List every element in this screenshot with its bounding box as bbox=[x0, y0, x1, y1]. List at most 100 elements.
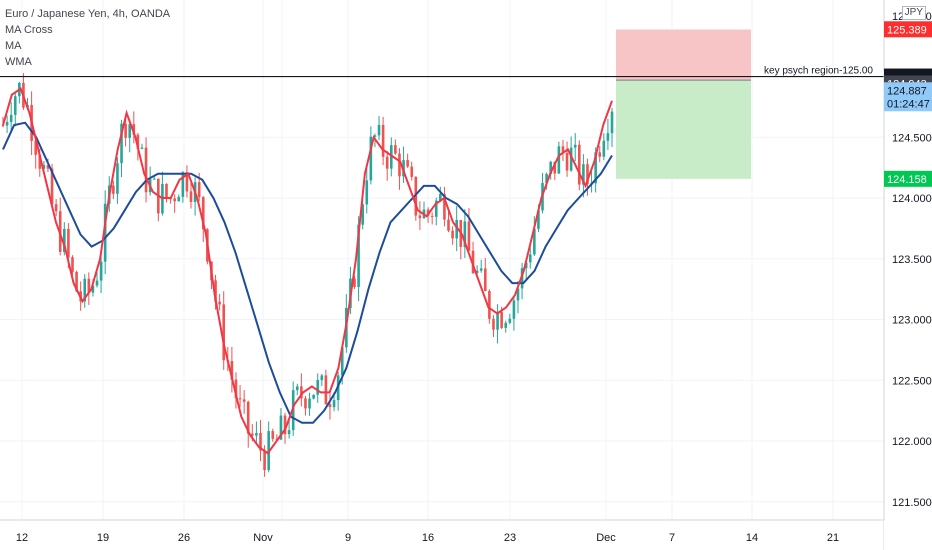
candle-body bbox=[189, 191, 193, 202]
price-label-box[interactable] bbox=[884, 21, 932, 38]
candle-body bbox=[34, 140, 37, 155]
candle-body bbox=[463, 221, 467, 248]
candle-body bbox=[385, 156, 389, 169]
candle-body bbox=[545, 173, 548, 184]
candle-body bbox=[116, 163, 119, 194]
candle-body bbox=[124, 123, 127, 138]
candle-body bbox=[537, 210, 540, 229]
take-profit-zone[interactable] bbox=[616, 80, 751, 179]
candle-body bbox=[197, 182, 201, 198]
candle-body bbox=[582, 164, 585, 185]
x-tick-label: 12 bbox=[16, 532, 28, 544]
candle-body bbox=[1, 125, 5, 127]
candle-body bbox=[557, 146, 561, 174]
indicator-ma-cross[interactable]: MA Cross bbox=[5, 24, 53, 36]
x-tick-label: Nov bbox=[253, 532, 273, 544]
candle-body bbox=[67, 228, 70, 258]
candle-body bbox=[553, 161, 557, 174]
candle-body bbox=[136, 134, 140, 149]
y-tick-label: 122.000 bbox=[892, 436, 932, 448]
y-tick-label: 122.500 bbox=[892, 375, 932, 387]
candle-body bbox=[5, 121, 9, 126]
candle-body bbox=[340, 347, 344, 376]
candle-body bbox=[565, 152, 569, 171]
candle-body bbox=[573, 144, 577, 148]
price-label-box[interactable] bbox=[884, 82, 932, 99]
x-tick-label: 14 bbox=[746, 532, 758, 544]
candle-body bbox=[9, 114, 13, 122]
candle-body bbox=[328, 404, 332, 408]
candle-body bbox=[152, 178, 156, 180]
candle-body bbox=[234, 379, 238, 399]
candle-body bbox=[324, 375, 328, 405]
candle-body bbox=[201, 197, 205, 230]
candle-body bbox=[238, 398, 242, 400]
candle-body bbox=[99, 261, 103, 281]
symbol-title[interactable]: Euro / Japanese Yen, 4h, OANDA bbox=[5, 8, 171, 20]
x-tick-label: 23 bbox=[504, 532, 516, 544]
candle-body bbox=[373, 135, 377, 137]
candle-body bbox=[569, 147, 573, 171]
candle-body bbox=[434, 200, 438, 217]
candle-body bbox=[46, 165, 50, 169]
x-tick-label: 16 bbox=[422, 532, 434, 544]
candle-body bbox=[394, 145, 397, 154]
candle-body bbox=[439, 193, 442, 201]
x-tick-label: Dec bbox=[596, 532, 616, 544]
candle-body bbox=[87, 278, 91, 293]
candle-body bbox=[447, 219, 450, 231]
candle-body bbox=[353, 278, 356, 287]
candle-body bbox=[524, 262, 528, 269]
candle-body bbox=[520, 268, 524, 289]
candle-body bbox=[389, 145, 393, 169]
candle-body bbox=[533, 228, 536, 255]
candle-body bbox=[549, 161, 552, 174]
candle-body bbox=[528, 254, 532, 263]
candle-body bbox=[578, 144, 581, 185]
candle-body bbox=[13, 96, 17, 115]
candle-body bbox=[312, 394, 315, 399]
price-label-box[interactable] bbox=[884, 95, 932, 112]
candle-body bbox=[512, 300, 516, 319]
indicator-wma[interactable]: WMA bbox=[5, 56, 32, 68]
candle-body bbox=[177, 196, 181, 202]
candle-body bbox=[414, 176, 418, 216]
candle-body bbox=[488, 291, 491, 319]
indicator-ma[interactable]: MA bbox=[5, 40, 22, 52]
candle-body bbox=[610, 111, 614, 134]
candle-body bbox=[443, 193, 446, 220]
y-tick-label: 124.500 bbox=[892, 132, 932, 144]
candle-body bbox=[71, 257, 74, 272]
chart-legend: Euro / Japanese Yen, 4h, OANDA MA Cross … bbox=[5, 6, 170, 70]
candle-body bbox=[279, 415, 283, 440]
price-label-box[interactable] bbox=[884, 170, 932, 187]
candle-body bbox=[283, 415, 287, 435]
candle-body bbox=[365, 180, 369, 205]
price-label: 124.158 bbox=[887, 174, 927, 186]
candle-body bbox=[50, 168, 54, 205]
candle-body bbox=[361, 204, 364, 225]
candle-body bbox=[259, 432, 262, 451]
candle-body bbox=[128, 124, 132, 138]
candle-body bbox=[430, 215, 434, 217]
candle-body bbox=[320, 375, 324, 381]
candle-body bbox=[75, 271, 78, 292]
candle-body bbox=[218, 301, 221, 305]
candle-body bbox=[42, 165, 46, 169]
candle-body bbox=[287, 430, 291, 435]
candle-body bbox=[467, 221, 471, 251]
candle-body bbox=[369, 136, 373, 181]
candle-body bbox=[271, 431, 275, 439]
x-tick-label: 26 bbox=[178, 532, 190, 544]
candle-body bbox=[377, 124, 381, 136]
candle-body bbox=[455, 219, 458, 239]
candle-body bbox=[418, 215, 422, 219]
currency-badge[interactable]: JPY bbox=[901, 6, 926, 20]
candle-body bbox=[185, 172, 189, 192]
key-level-label: key psych region-125.00 bbox=[764, 66, 873, 77]
candle-body bbox=[500, 311, 503, 328]
stop-loss-zone[interactable] bbox=[616, 29, 751, 81]
candle-body bbox=[561, 146, 565, 153]
candle-body bbox=[332, 400, 336, 408]
